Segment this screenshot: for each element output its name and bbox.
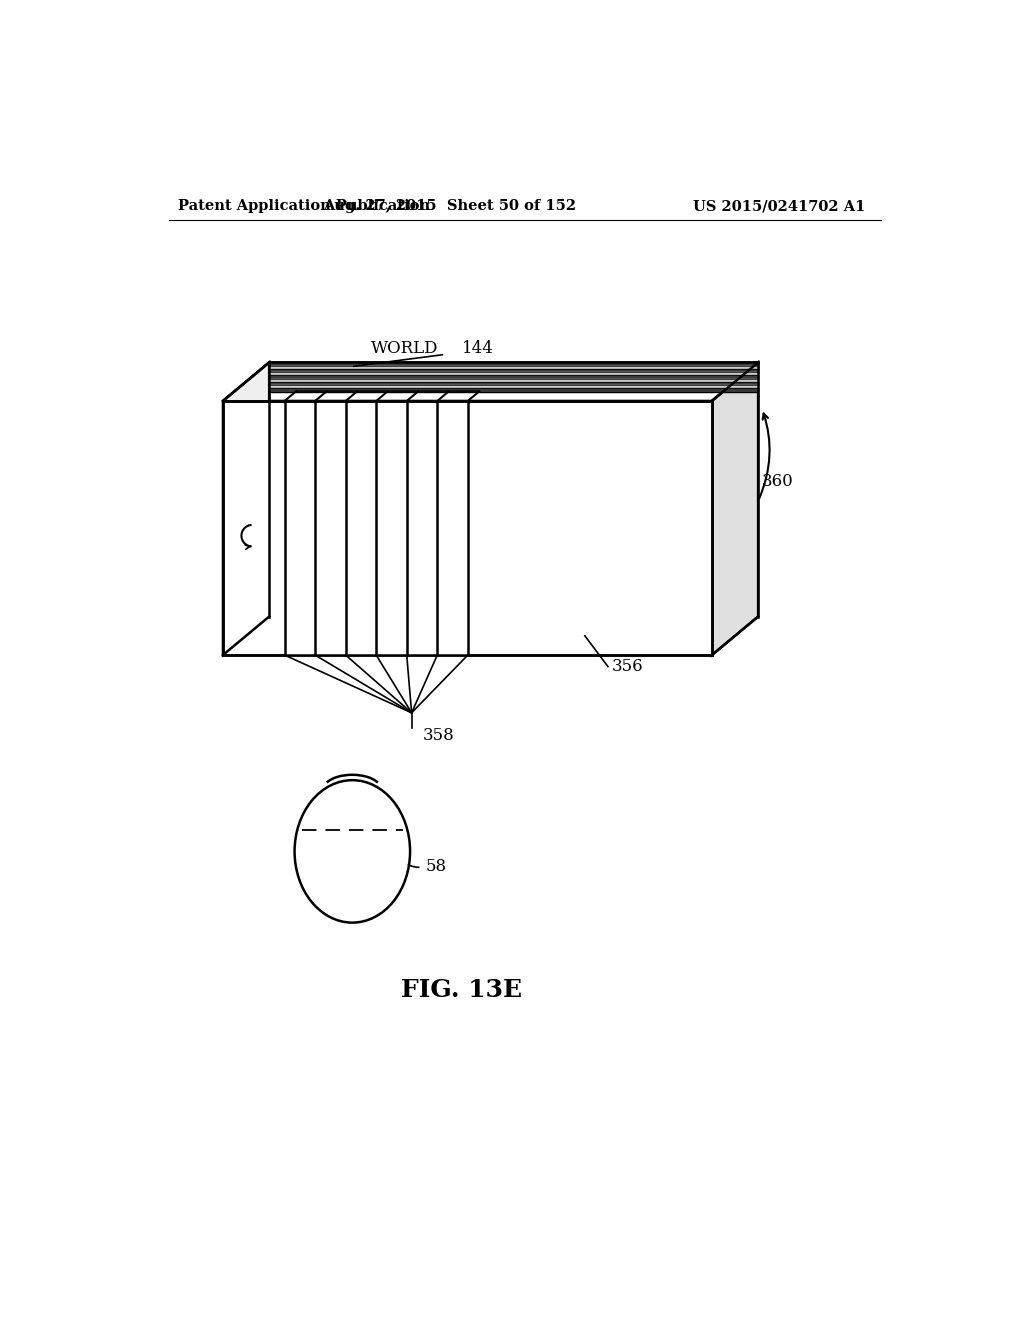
- Text: 144: 144: [462, 341, 494, 358]
- Text: WORLD: WORLD: [371, 341, 438, 358]
- Text: Patent Application Publication: Patent Application Publication: [178, 199, 430, 213]
- Polygon shape: [269, 388, 758, 392]
- Polygon shape: [269, 381, 758, 385]
- Polygon shape: [223, 401, 712, 655]
- Polygon shape: [269, 366, 758, 370]
- Text: Aug. 27, 2015  Sheet 50 of 152: Aug. 27, 2015 Sheet 50 of 152: [324, 199, 577, 213]
- Polygon shape: [223, 363, 758, 401]
- Polygon shape: [376, 401, 407, 655]
- Text: 360: 360: [762, 474, 794, 490]
- Polygon shape: [315, 401, 346, 655]
- Text: FIG. 13E: FIG. 13E: [401, 978, 522, 1002]
- Text: 58: 58: [425, 858, 446, 875]
- Polygon shape: [269, 370, 758, 372]
- Text: US 2015/0241702 A1: US 2015/0241702 A1: [692, 199, 865, 213]
- Polygon shape: [269, 385, 758, 388]
- Polygon shape: [223, 363, 269, 655]
- Polygon shape: [269, 375, 758, 379]
- Polygon shape: [285, 401, 315, 655]
- Text: 358: 358: [423, 727, 455, 744]
- Polygon shape: [269, 363, 758, 366]
- Polygon shape: [269, 372, 758, 375]
- Polygon shape: [269, 379, 758, 381]
- Polygon shape: [346, 401, 376, 655]
- Polygon shape: [712, 363, 758, 655]
- Text: 356: 356: [611, 659, 643, 675]
- Polygon shape: [407, 401, 437, 655]
- Polygon shape: [437, 401, 468, 655]
